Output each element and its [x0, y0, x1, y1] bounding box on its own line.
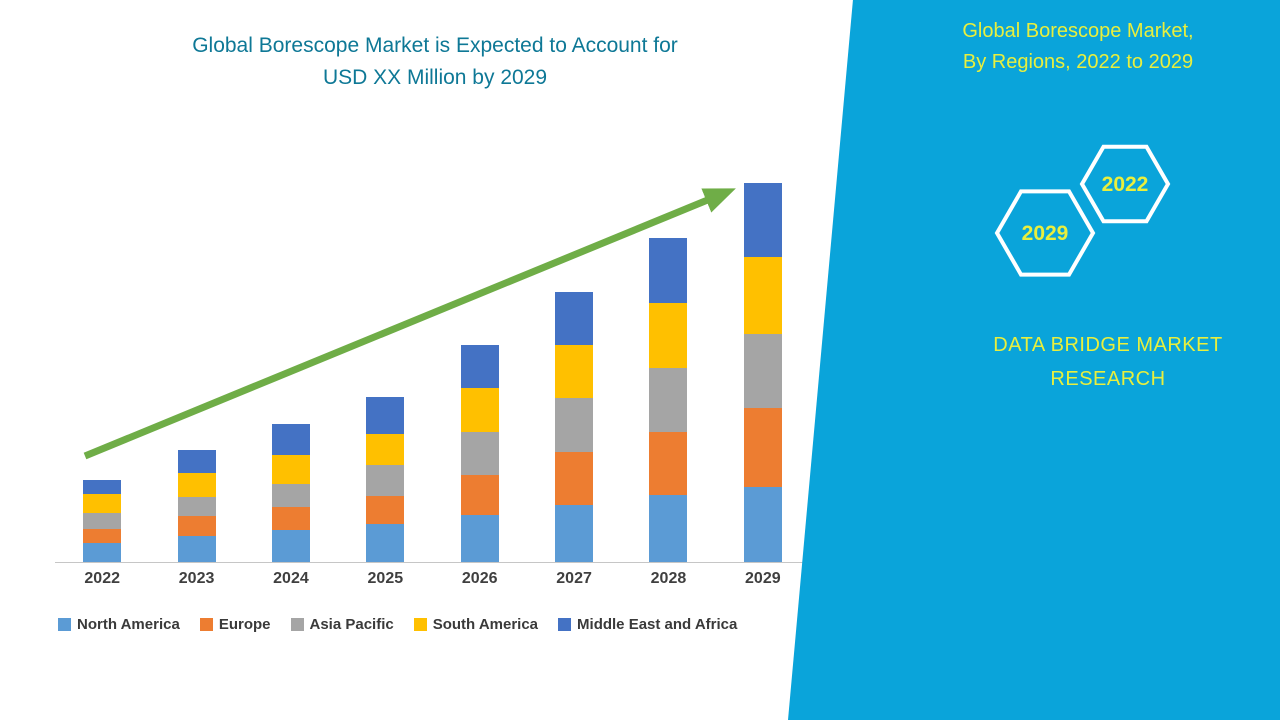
legend-swatch-middle-east-and-africa: [558, 618, 572, 631]
stacked-bar-2025: [366, 397, 405, 562]
segment-2024-middle-east-and-africa: [271, 424, 310, 455]
x-label-2024: 2024: [273, 570, 309, 587]
segment-2025-europe: [366, 496, 405, 524]
chart-title-line2: USD XX Million by 2029: [322, 66, 548, 89]
legend-item-asia-pacific: Asia Pacific: [290, 616, 394, 633]
brand-line1: DATA BRIDGE MARKET: [993, 334, 1223, 356]
legend-label-north-america: North America: [77, 616, 180, 633]
x-label-2026: 2026: [461, 570, 498, 587]
legend-label-middle-east-and-africa: Middle East and Africa: [577, 616, 738, 633]
segment-2025-asia-pacific: [366, 465, 405, 496]
chart-title-line1: Global Borescope Market is Expected to A…: [192, 34, 678, 57]
segment-2026-asia-pacific: [460, 432, 499, 475]
legend-item-europe: Europe: [199, 616, 271, 633]
legend-label-south-america: South America: [432, 616, 539, 633]
x-label-2028: 2028: [650, 570, 687, 587]
bar-slot-2027: [527, 178, 621, 562]
side-panel: Global Borescope Market, By Regions, 202…: [788, 0, 1280, 720]
segment-2023-asia-pacific: [177, 497, 216, 516]
segment-2023-middle-east-and-africa: [177, 450, 216, 473]
hexagon-2022-label: 2022: [1102, 173, 1149, 196]
segment-2024-asia-pacific: [271, 484, 310, 507]
bar-slot-2029: [716, 178, 810, 562]
segment-2022-asia-pacific: [83, 513, 122, 529]
panel-title-line2: By Regions, 2022 to 2029: [962, 51, 1194, 73]
segment-2028-asia-pacific: [649, 368, 688, 432]
panel-title: Global Borescope Market, By Regions, 202…: [918, 16, 1238, 78]
segment-2025-north-america: [366, 524, 405, 562]
segment-2026-north-america: [460, 515, 499, 562]
brand-text: DATA BRIDGE MARKET RESEARCH: [948, 328, 1268, 396]
segment-2023-south-america: [177, 473, 216, 497]
segment-2025-south-america: [366, 434, 405, 465]
segment-2027-asia-pacific: [555, 398, 594, 452]
segment-2029-asia-pacific: [743, 334, 782, 408]
hexagon-2029-label: 2029: [1022, 222, 1069, 245]
panel-title-line1: Global Borescope Market,: [962, 20, 1194, 42]
stacked-bar-2023: [177, 450, 216, 562]
segment-2027-middle-east-and-africa: [555, 292, 594, 345]
segment-2029-europe: [743, 408, 782, 487]
stacked-bar-plot: [55, 178, 810, 563]
segment-2024-europe: [271, 507, 310, 530]
legend-item-south-america: South America: [413, 616, 539, 633]
hexagon-2029: [994, 189, 1096, 277]
legend-swatch-south-america: [413, 618, 427, 631]
segment-2027-south-america: [555, 345, 594, 398]
legend-item-middle-east-and-africa: Middle East and Africa: [558, 616, 737, 633]
legend-swatch-europe: [199, 618, 213, 631]
stacked-bar-2027: [555, 292, 594, 562]
legend-item-north-america: North America: [58, 616, 180, 633]
x-label-2022: 2022: [84, 570, 120, 587]
segment-2028-europe: [649, 432, 688, 495]
bar-slot-2024: [244, 178, 338, 562]
segment-2022-europe: [83, 529, 122, 543]
segment-2022-middle-east-and-africa: [83, 480, 122, 494]
x-label-2027: 2027: [556, 570, 592, 587]
segment-2024-north-america: [271, 530, 310, 562]
x-label-2023: 2023: [178, 570, 215, 587]
segment-2027-north-america: [555, 505, 594, 562]
hexagon-badges: 2022 2029: [994, 144, 1171, 277]
segment-2026-south-america: [460, 388, 499, 432]
bar-slot-2026: [433, 178, 527, 562]
segment-2029-south-america: [743, 257, 782, 334]
stacked-bar-2029: [743, 183, 782, 562]
hexagon-2022: [1079, 144, 1171, 224]
segment-2028-south-america: [649, 303, 688, 368]
segment-2023-north-america: [177, 536, 216, 562]
segment-2028-north-america: [649, 495, 688, 562]
stacked-bar-2028: [649, 238, 688, 562]
chart-legend: North America Europe Asia Pacific South Ame…: [58, 616, 848, 633]
segment-2028-middle-east-and-africa: [649, 238, 688, 303]
stacked-bar-2022: [83, 480, 122, 562]
stacked-bar-2026: [460, 345, 499, 562]
bar-slot-2025: [338, 178, 432, 562]
segment-2027-europe: [555, 452, 594, 505]
stacked-bar-2024: [271, 424, 310, 562]
bar-slot-2023: [149, 178, 243, 562]
bar-slot-2022: [55, 178, 149, 562]
bar-slot-2028: [621, 178, 715, 562]
chart-title: Global Borescope Market is Expected to A…: [75, 30, 795, 94]
segment-2029-north-america: [743, 487, 782, 562]
x-label-2025: 2025: [367, 570, 404, 587]
x-label-2029: 2029: [745, 570, 781, 587]
x-axis-labels: 2022 2023 2024 2025 2026 2027 2028 2029: [55, 570, 810, 588]
brand-line2: RESEARCH: [1050, 368, 1166, 390]
segment-2025-middle-east-and-africa: [366, 397, 405, 434]
segment-2029-middle-east-and-africa: [743, 183, 782, 257]
segment-2026-europe: [460, 475, 499, 515]
segment-2022-south-america: [83, 494, 122, 513]
segment-2024-south-america: [271, 455, 310, 484]
legend-swatch-asia-pacific: [290, 618, 304, 631]
segment-2026-middle-east-and-africa: [460, 345, 499, 388]
legend-label-europe: Europe: [218, 616, 271, 633]
segment-2022-north-america: [83, 543, 122, 562]
legend-label-asia-pacific: Asia Pacific: [309, 616, 394, 633]
segment-2023-europe: [177, 516, 216, 536]
legend-swatch-north-america: [58, 618, 71, 631]
